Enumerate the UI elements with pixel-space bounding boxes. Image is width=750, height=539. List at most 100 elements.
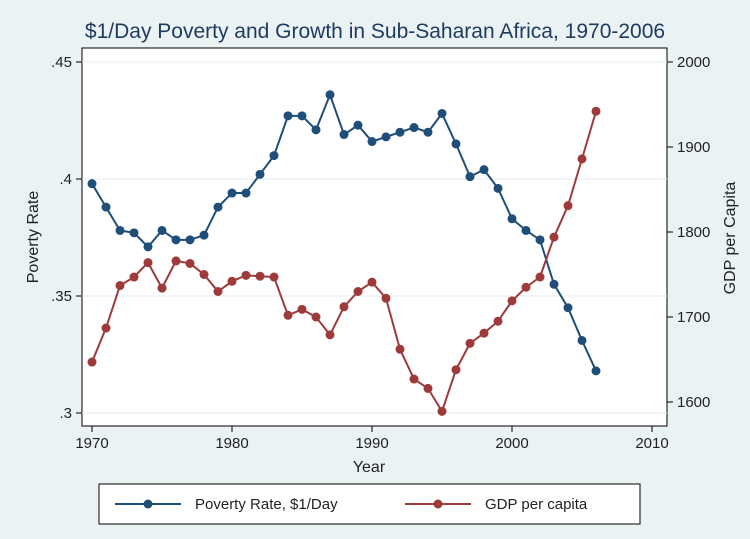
series-0-point-21 bbox=[381, 132, 391, 142]
series-1-point-4 bbox=[143, 258, 153, 268]
y-right-tick-label-0: 1600 bbox=[677, 394, 710, 411]
series-1-point-33 bbox=[549, 232, 559, 242]
series-0-point-8 bbox=[199, 230, 209, 240]
series-1-point-8 bbox=[199, 270, 209, 279]
legend-marker-1 bbox=[433, 499, 443, 509]
series-0-point-16 bbox=[311, 125, 321, 135]
series-0-point-3 bbox=[129, 228, 139, 238]
y-right-tick-label-1: 1700 bbox=[677, 309, 710, 326]
series-0-point-6 bbox=[171, 235, 181, 245]
series-1-point-17 bbox=[325, 330, 335, 340]
series-0-point-18 bbox=[339, 130, 349, 140]
series-1-point-28 bbox=[479, 328, 489, 338]
series-1-point-7 bbox=[185, 258, 195, 268]
series-0-point-2 bbox=[115, 225, 125, 235]
x-tick-label-4: 2010 bbox=[635, 435, 668, 452]
series-0-point-26 bbox=[451, 139, 461, 149]
axes: 1970 1980 1990 2000 2010 .3 .35 .4 .45 1600 1700 18… bbox=[51, 54, 710, 452]
series-0-point-0 bbox=[87, 179, 97, 189]
series-0-point-31 bbox=[521, 225, 531, 235]
series-0-point-22 bbox=[395, 127, 405, 137]
legend-label-0: Poverty Rate, $1/Day bbox=[195, 496, 338, 513]
series-1-point-13 bbox=[269, 272, 279, 282]
series-layer bbox=[87, 90, 601, 416]
series-0-point-7 bbox=[185, 235, 195, 245]
series-0-point-15 bbox=[297, 111, 307, 121]
series-1-point-5 bbox=[157, 283, 167, 293]
series-0-point-29 bbox=[493, 183, 503, 193]
series-1-point-31 bbox=[521, 282, 531, 292]
series-1-point-24 bbox=[423, 383, 433, 393]
series-0-point-34 bbox=[563, 303, 573, 313]
y-right-tick-label-2: 1800 bbox=[677, 224, 710, 241]
series-1-point-34 bbox=[563, 201, 573, 211]
series-1-point-35 bbox=[577, 154, 587, 164]
series-0-point-24 bbox=[423, 127, 433, 137]
series-0-point-14 bbox=[283, 111, 293, 121]
legend: Poverty Rate, $1/Day GDP per capita bbox=[98, 483, 641, 525]
series-1-point-18 bbox=[339, 302, 349, 312]
series-1-point-26 bbox=[451, 365, 461, 375]
legend-box bbox=[98, 483, 641, 525]
x-axis-title: Year bbox=[353, 459, 386, 476]
series-1-point-27 bbox=[465, 338, 475, 348]
x-tick-label-2: 1990 bbox=[355, 435, 388, 452]
series-0-point-19 bbox=[353, 120, 363, 130]
series-0-point-33 bbox=[549, 279, 559, 289]
series-0-point-5 bbox=[157, 225, 167, 235]
series-0-point-35 bbox=[577, 335, 587, 345]
series-0-point-12 bbox=[255, 169, 265, 179]
y-right-tick-label-3: 1900 bbox=[677, 139, 710, 156]
y-left-tick-label-1: .35 bbox=[51, 288, 72, 305]
series-0-point-1 bbox=[101, 202, 111, 212]
x-tick-label-3: 2000 bbox=[495, 435, 528, 452]
series-0-point-23 bbox=[409, 123, 419, 133]
series-1-point-25 bbox=[437, 406, 447, 416]
x-tick-label-0: 1970 bbox=[75, 435, 108, 452]
series-1-point-1 bbox=[101, 323, 111, 333]
series-0-point-17 bbox=[325, 90, 335, 100]
y-axis-left-title: Poverty Rate bbox=[25, 191, 42, 284]
series-1-point-21 bbox=[381, 293, 391, 303]
gridlines bbox=[82, 61, 667, 414]
series-1-point-22 bbox=[395, 344, 405, 354]
series-0-point-11 bbox=[241, 188, 251, 198]
series-0-point-20 bbox=[367, 137, 377, 147]
series-0-point-36 bbox=[591, 366, 601, 376]
series-1-point-30 bbox=[507, 296, 517, 306]
series-0-point-28 bbox=[479, 165, 489, 175]
series-0-point-4 bbox=[143, 242, 153, 252]
y-right-tick-label-4: 2000 bbox=[677, 54, 710, 71]
series-1-point-10 bbox=[227, 276, 237, 286]
series-1-point-29 bbox=[493, 316, 503, 326]
y-axis-right-title: GDP per Capita bbox=[722, 182, 739, 295]
series-1-point-20 bbox=[367, 277, 377, 287]
series-0-point-13 bbox=[269, 151, 279, 161]
legend-label-1: GDP per capita bbox=[485, 496, 588, 513]
y-left-tick-label-3: .45 bbox=[51, 54, 72, 71]
y-left-tick-label-0: .3 bbox=[59, 405, 72, 422]
series-0-point-9 bbox=[213, 202, 223, 212]
series-1-point-36 bbox=[591, 106, 601, 116]
series-1-point-15 bbox=[297, 304, 307, 314]
series-1-point-0 bbox=[87, 357, 97, 367]
series-1-point-23 bbox=[409, 374, 419, 384]
series-0-point-32 bbox=[535, 235, 545, 245]
series-1-point-12 bbox=[255, 271, 265, 281]
series-1-point-16 bbox=[311, 312, 321, 322]
y-left-tick-label-2: .4 bbox=[59, 171, 72, 188]
plot-area-background bbox=[81, 47, 668, 427]
series-1-point-19 bbox=[353, 287, 363, 296]
legend-marker-0 bbox=[143, 499, 153, 509]
series-1-point-9 bbox=[213, 287, 223, 296]
chart-title: $1/Day Poverty and Growth in Sub-Saharan… bbox=[85, 20, 665, 43]
series-0-point-25 bbox=[437, 108, 447, 118]
series-1-point-11 bbox=[241, 270, 251, 280]
series-0-point-30 bbox=[507, 214, 517, 224]
series-1-point-32 bbox=[535, 272, 545, 282]
series-1-point-3 bbox=[129, 272, 139, 282]
series-1-point-6 bbox=[171, 256, 181, 266]
x-tick-label-1: 1980 bbox=[215, 435, 248, 452]
